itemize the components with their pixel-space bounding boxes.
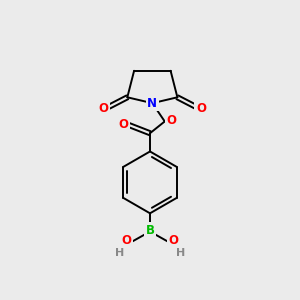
- Text: N: N: [147, 97, 158, 110]
- Text: O: O: [196, 102, 206, 115]
- Text: H: H: [115, 248, 124, 258]
- Text: O: O: [166, 114, 176, 127]
- Text: B: B: [146, 224, 154, 237]
- Text: O: O: [118, 118, 128, 131]
- Text: O: O: [169, 234, 179, 247]
- Text: O: O: [121, 234, 131, 247]
- Text: O: O: [99, 102, 109, 115]
- Text: H: H: [176, 248, 185, 258]
